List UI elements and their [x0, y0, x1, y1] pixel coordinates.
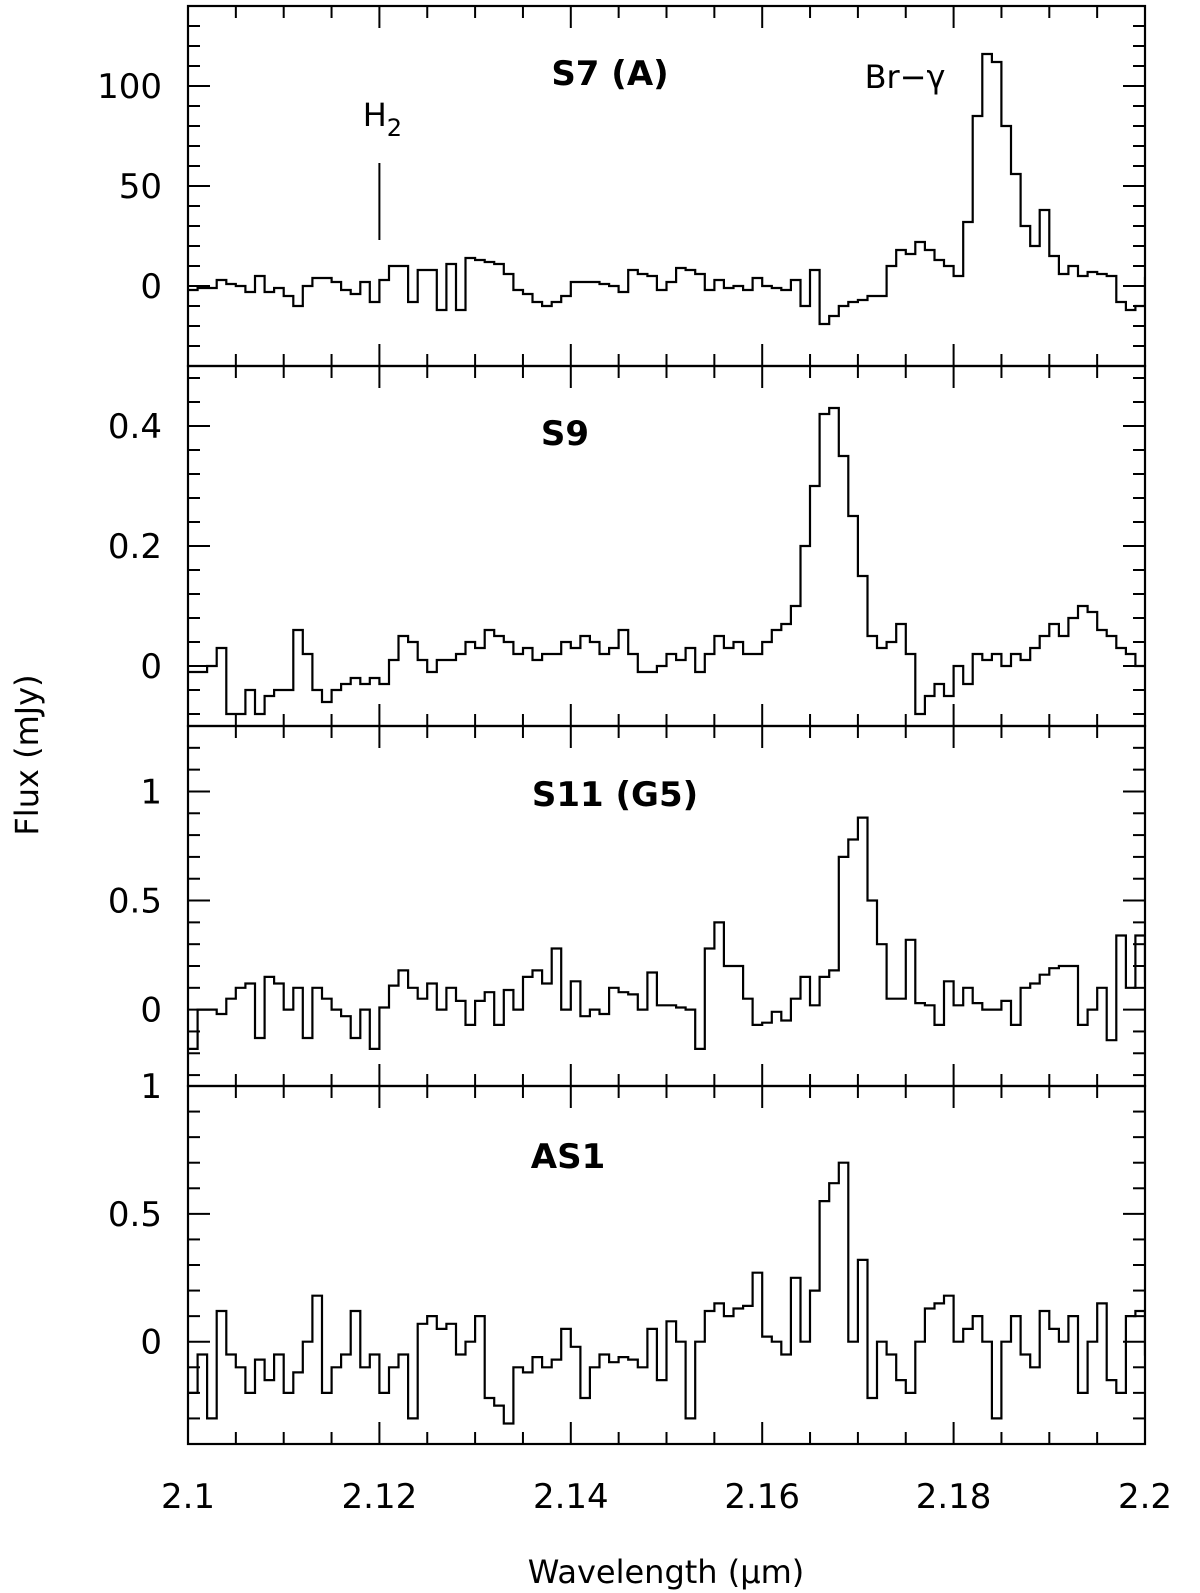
panel-frame — [186, 364, 1147, 728]
panel-title: S9 — [541, 414, 589, 454]
y-tick-label: 0.4 — [108, 407, 162, 447]
y-tick-label: 50 — [119, 167, 162, 207]
spectrum-line — [188, 52, 1145, 326]
panel-2: 0 0.2 0.4 S9 — [108, 364, 1147, 728]
panel-1: 0 50 100 S7 (A) H2 Br−γ — [97, 4, 1147, 368]
br-gamma-label: Br−γ — [865, 58, 946, 96]
y-tick-label: 1 — [140, 772, 162, 812]
spectrum-line — [188, 1161, 1145, 1425]
y-tick-label: 0 — [140, 991, 162, 1031]
y-tick-label: 1 — [140, 1067, 162, 1107]
x-tick-label: 2.2 — [1118, 1477, 1172, 1517]
x-tick-label: 2.18 — [916, 1477, 992, 1517]
spectrum-line — [188, 816, 1145, 1050]
y-tick-label: 0 — [140, 1323, 162, 1363]
x-tick-label: 2.12 — [342, 1477, 418, 1517]
h2-label: H2 — [363, 96, 402, 142]
panel-title: AS1 — [531, 1137, 605, 1177]
panel-3: 0 0.5 1 S11 (G5) — [108, 724, 1147, 1088]
panel-title: S11 (G5) — [532, 775, 698, 815]
spectrum-line — [188, 406, 1145, 716]
panel-4: 0 0.5 1 AS1 — [108, 1067, 1147, 1446]
y-tick-label: 0 — [140, 267, 162, 307]
panel-title: S7 (A) — [551, 54, 668, 94]
y-tick-label: 0.2 — [108, 527, 162, 567]
x-axis-title: Wavelength (μm) — [528, 1553, 805, 1591]
y-tick-label: 0.5 — [108, 882, 162, 922]
y-tick-label: 100 — [97, 67, 162, 107]
x-tick-labels: 2.1 2.12 2.14 2.16 2.18 2.2 — [161, 1477, 1172, 1517]
panels-group: 0 50 100 S7 (A) H2 Br−γ 0 0.2 0.4 S9 0 0.5 1 S11 (G5)… — [97, 4, 1147, 1446]
x-tick-label: 2.14 — [533, 1477, 609, 1517]
y-axis-title: Flux (mJy) — [8, 674, 46, 835]
y-tick-label: 0.5 — [108, 1195, 162, 1235]
y-tick-label: 0 — [140, 647, 162, 687]
x-tick-label: 2.16 — [724, 1477, 800, 1517]
x-tick-label: 2.1 — [161, 1477, 215, 1517]
